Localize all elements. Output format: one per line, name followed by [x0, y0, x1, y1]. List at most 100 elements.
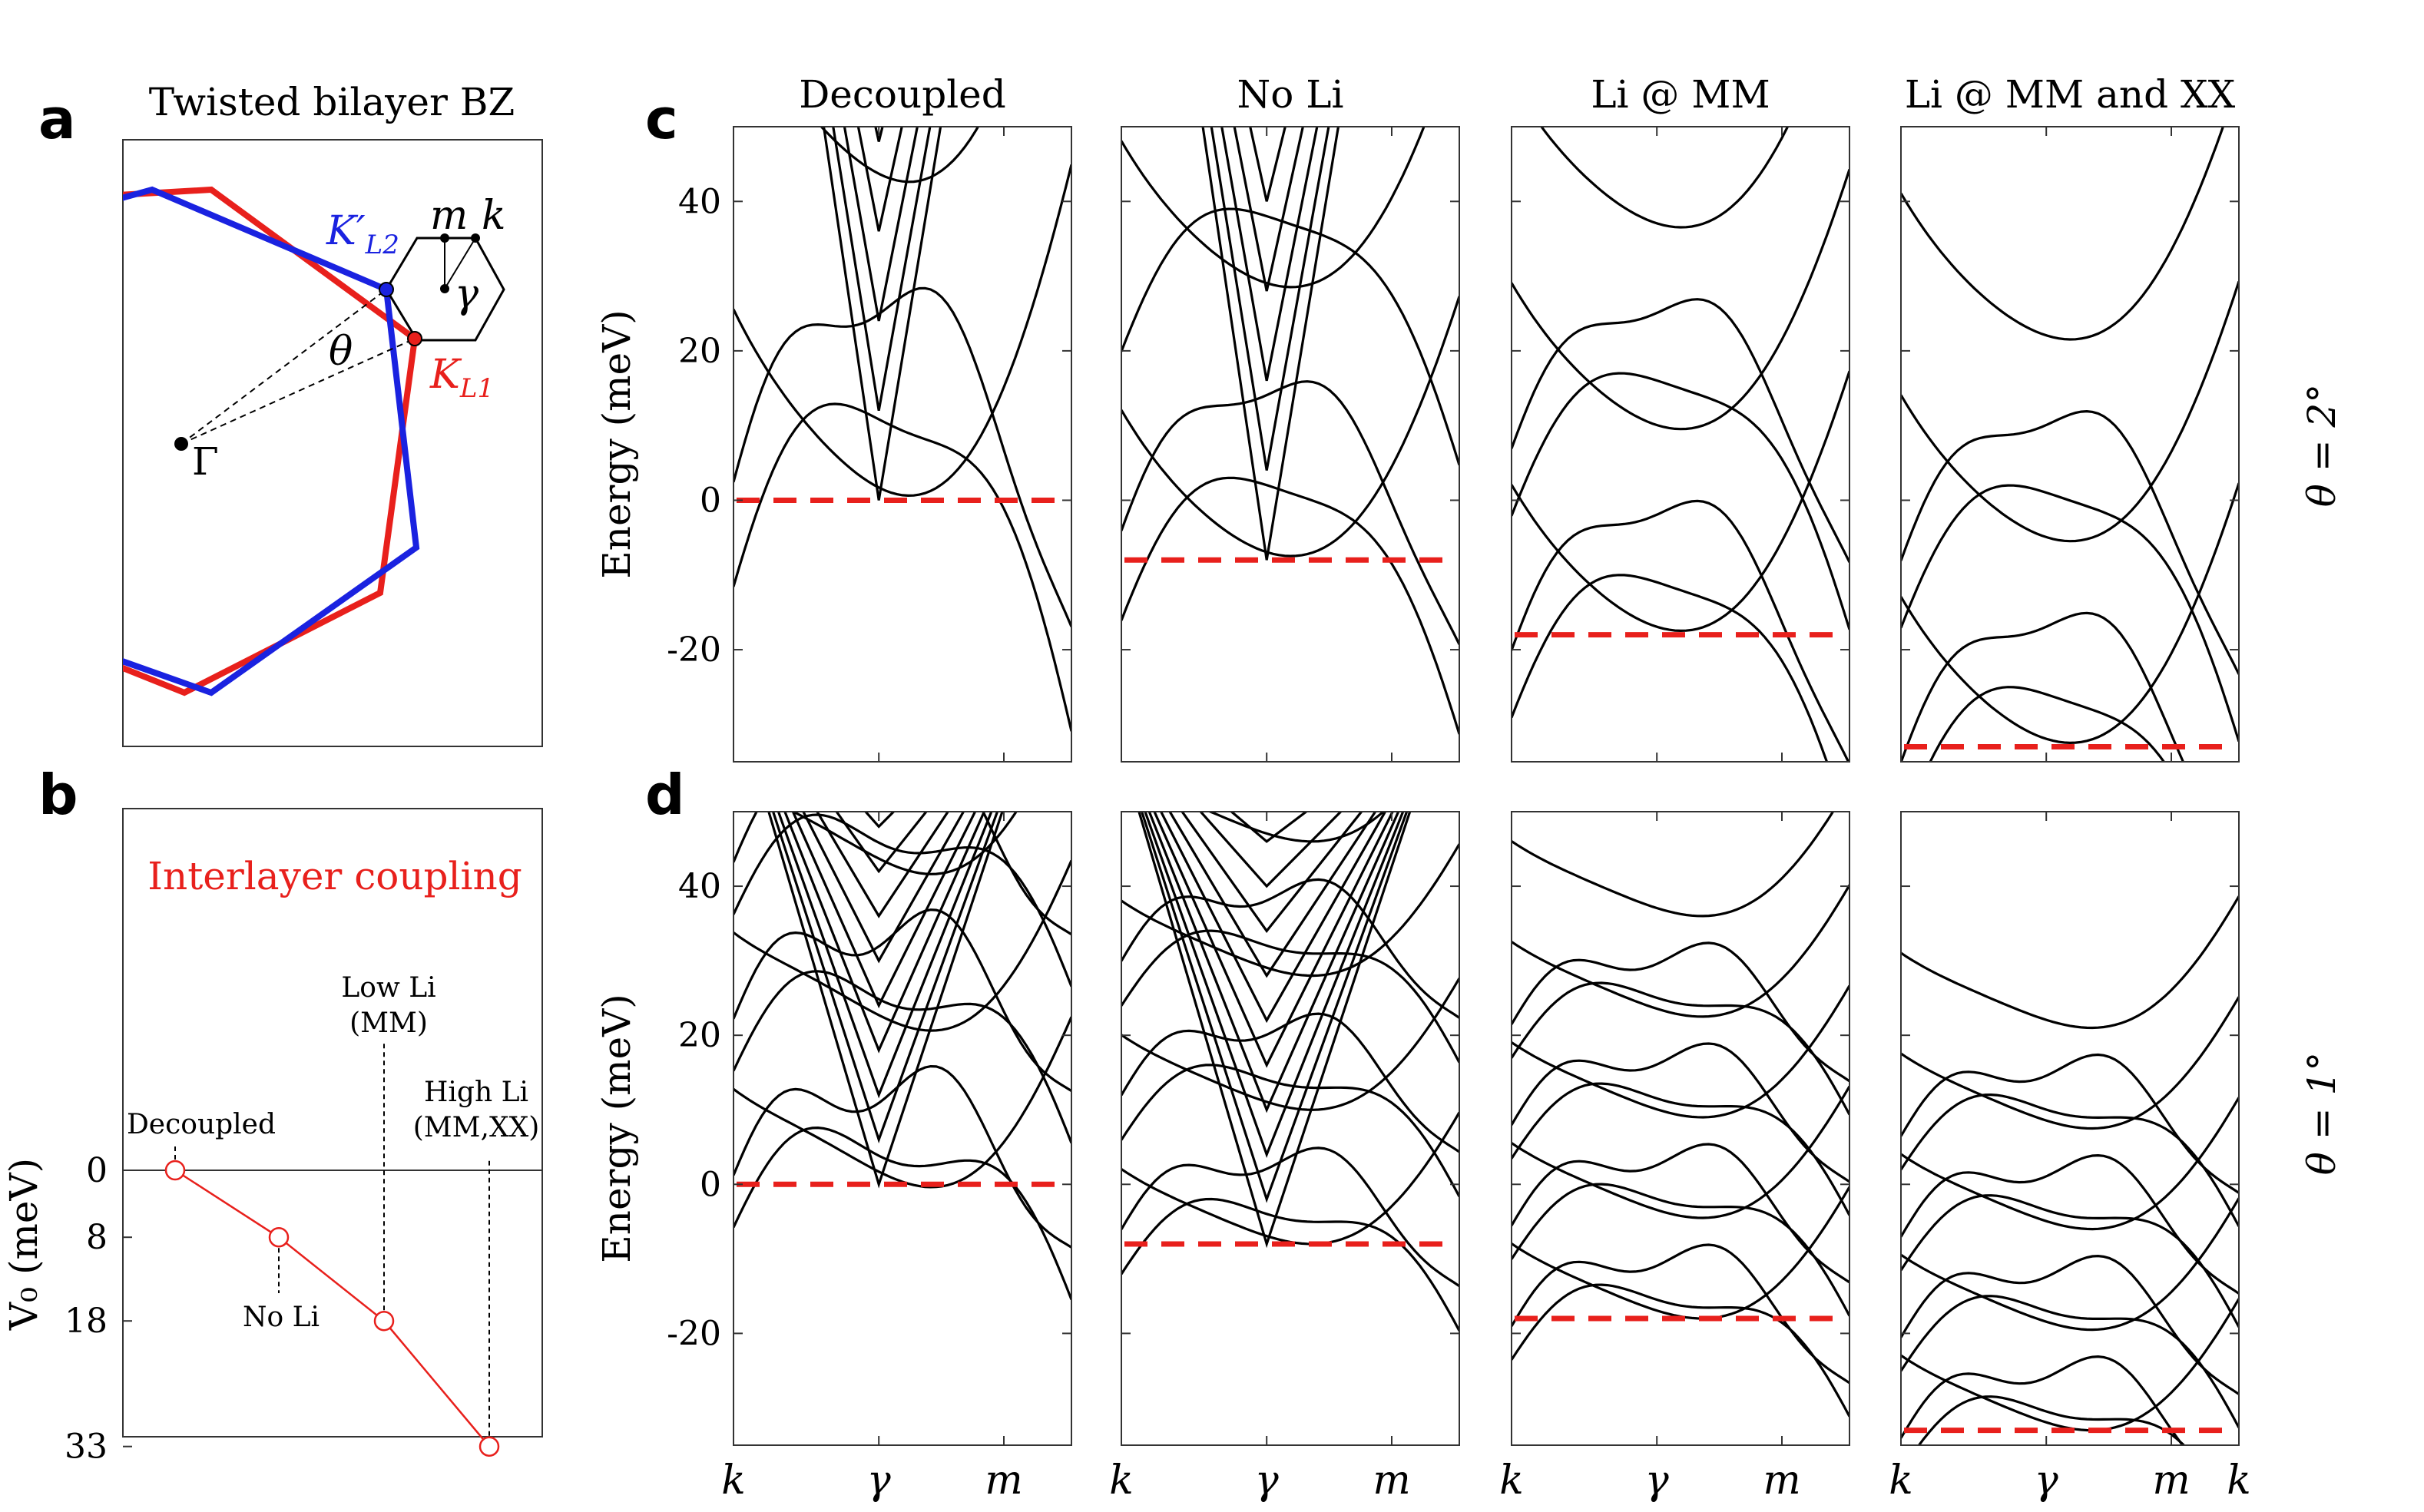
xtick-label: γ: [1645, 1457, 1670, 1504]
band-line: [874, 127, 884, 142]
bz-layer1-hexagon: [123, 186, 419, 696]
band-line: [1901, 1355, 2184, 1445]
band-frame: [1900, 811, 2240, 1446]
band-line: [733, 286, 1071, 627]
label-Gamma: Γ: [192, 439, 219, 484]
ytick-label: 0: [86, 1151, 108, 1190]
band-frame: [1121, 126, 1460, 763]
xtick-label: m: [985, 1457, 1022, 1504]
panel-b-title: Interlayer coupling: [147, 854, 522, 898]
gamma-point: [440, 284, 449, 293]
band-line: [733, 859, 1071, 1032]
xtick-label: k: [721, 1457, 746, 1504]
xtick-label: k: [1499, 1457, 1524, 1504]
annot-no-li: No Li: [243, 1302, 320, 1333]
band-column-title: Li @ MM and XX: [1905, 72, 2236, 117]
band-line: [1121, 380, 1459, 645]
band-line: [1199, 812, 1343, 888]
band-ylabel: Energy (meV): [594, 309, 639, 578]
panel-label-d: d: [645, 763, 685, 827]
band-line: [1512, 884, 1849, 1018]
ytick-label: -20: [667, 630, 721, 670]
band-line: [1901, 409, 2239, 675]
row-label-theta1: θ = 1°: [2300, 1052, 2344, 1176]
annot-high-li-1: High Li: [424, 1077, 528, 1108]
band-line: [1901, 280, 2239, 543]
band-panel: 40 20 0 -20 k γ m: [667, 811, 1072, 1504]
xtick-label-last: k: [2227, 1457, 2251, 1504]
band-line: [1512, 941, 1849, 1083]
band-line: [1144, 812, 1405, 1159]
band-line: [771, 812, 999, 1144]
band-line: [1207, 812, 1386, 843]
label-theta: θ: [329, 329, 353, 375]
band-line: [1901, 484, 2239, 743]
band-line: [843, 127, 919, 322]
panel-a-frame: [122, 139, 543, 747]
coupling-point: [479, 1436, 500, 1457]
panel-b-ylabel: V₀ (meV): [2, 1158, 46, 1331]
band-line: [1512, 499, 1849, 762]
K-L1-point: [407, 331, 422, 346]
k-point: [471, 233, 480, 243]
band-line: [1153, 812, 1394, 1068]
K-L2-point: [379, 282, 394, 297]
band-line: [1159, 812, 1387, 1024]
band-line: [1168, 812, 1377, 978]
band-line: [733, 402, 1071, 732]
band-line: [1512, 1042, 1849, 1183]
band-line: [1901, 1053, 2239, 1194]
band-line: [733, 812, 1071, 936]
panel-label-c: c: [645, 87, 678, 151]
ytick-label: 40: [678, 867, 721, 906]
band-line: [1512, 981, 1849, 1116]
panel-label-b: b: [38, 763, 78, 827]
band-line: [1512, 984, 1849, 1119]
annot-high-li-2: (MM,XX): [413, 1112, 540, 1143]
band-line: [1901, 1295, 2239, 1428]
ytick-label: 40: [678, 182, 721, 221]
coupling-point: [268, 1226, 290, 1248]
band-line: [832, 127, 932, 412]
band-column-title: Li @ MM: [1591, 72, 1770, 117]
coupling-point: [373, 1310, 395, 1332]
band-frame: [733, 811, 1072, 1446]
band-line: [1121, 476, 1459, 735]
gamma-k-line: [444, 237, 476, 289]
band-line: [1929, 686, 2166, 762]
band-line: [1121, 207, 1459, 466]
panel-label-a: a: [38, 87, 76, 151]
band-line: [1901, 482, 2239, 745]
band-line: [1512, 1283, 1849, 1418]
xtick-label: γ: [867, 1457, 892, 1504]
band-line: [1512, 1085, 1849, 1219]
m-point: [440, 233, 449, 243]
band-line: [1901, 1093, 2239, 1227]
band-line: [1121, 878, 1459, 1019]
band-line: [1901, 996, 2239, 1130]
band-line: [1512, 574, 1829, 762]
band-line: [863, 812, 896, 829]
annot-decoupled: Decoupled: [127, 1109, 276, 1140]
band-line: [1539, 127, 1790, 229]
label-K-L2: K′L2: [326, 208, 399, 260]
band-panel: 40 20 0 -20: [667, 126, 1072, 763]
xtick-label: k: [1109, 1457, 1134, 1504]
xtick-label: γ: [2035, 1457, 2059, 1504]
band-line: [1901, 611, 2185, 762]
xtick-label: m: [1373, 1457, 1410, 1504]
ytick-label: -20: [667, 1314, 721, 1353]
band-panel: [1511, 126, 1850, 763]
xtick-label: m: [1763, 1457, 1800, 1504]
band-line: [1121, 929, 1459, 1064]
band-line: [1121, 978, 1459, 1111]
row-label-theta2: θ = 2°: [2300, 384, 2344, 508]
ytick-label: 33: [65, 1428, 108, 1467]
band-line: [1181, 812, 1363, 933]
band-line: [1121, 127, 1426, 289]
Gamma-point: [174, 437, 188, 451]
panel-a-title: Twisted bilayer BZ: [149, 80, 515, 124]
band-line: [1512, 1143, 1849, 1284]
band-line: [1901, 1097, 2239, 1231]
